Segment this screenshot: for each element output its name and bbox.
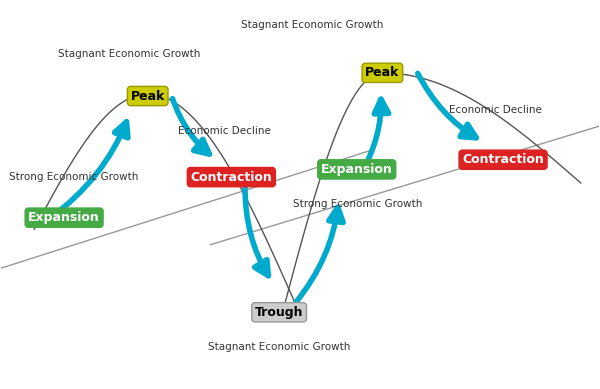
FancyArrowPatch shape (50, 122, 128, 218)
Text: Stagnant Economic Growth: Stagnant Economic Growth (58, 49, 200, 58)
Text: Stagnant Economic Growth: Stagnant Economic Growth (241, 19, 383, 30)
Text: Contraction: Contraction (462, 153, 544, 166)
Text: Stagnant Economic Growth: Stagnant Economic Growth (208, 342, 350, 352)
Text: Peak: Peak (131, 89, 165, 103)
Text: Economic Decline: Economic Decline (178, 126, 271, 136)
Text: Expansion: Expansion (28, 211, 100, 224)
Text: Trough: Trough (255, 306, 304, 319)
Text: Expansion: Expansion (321, 163, 392, 176)
Text: Peak: Peak (365, 67, 400, 79)
FancyArrowPatch shape (296, 207, 343, 302)
FancyArrowPatch shape (172, 99, 209, 154)
Text: Contraction: Contraction (190, 171, 272, 184)
Text: Economic Decline: Economic Decline (449, 105, 542, 114)
FancyArrowPatch shape (361, 99, 389, 173)
FancyArrowPatch shape (418, 74, 476, 138)
Text: Strong Economic Growth: Strong Economic Growth (8, 172, 138, 182)
Text: Strong Economic Growth: Strong Economic Growth (293, 199, 422, 209)
FancyArrowPatch shape (245, 187, 268, 276)
